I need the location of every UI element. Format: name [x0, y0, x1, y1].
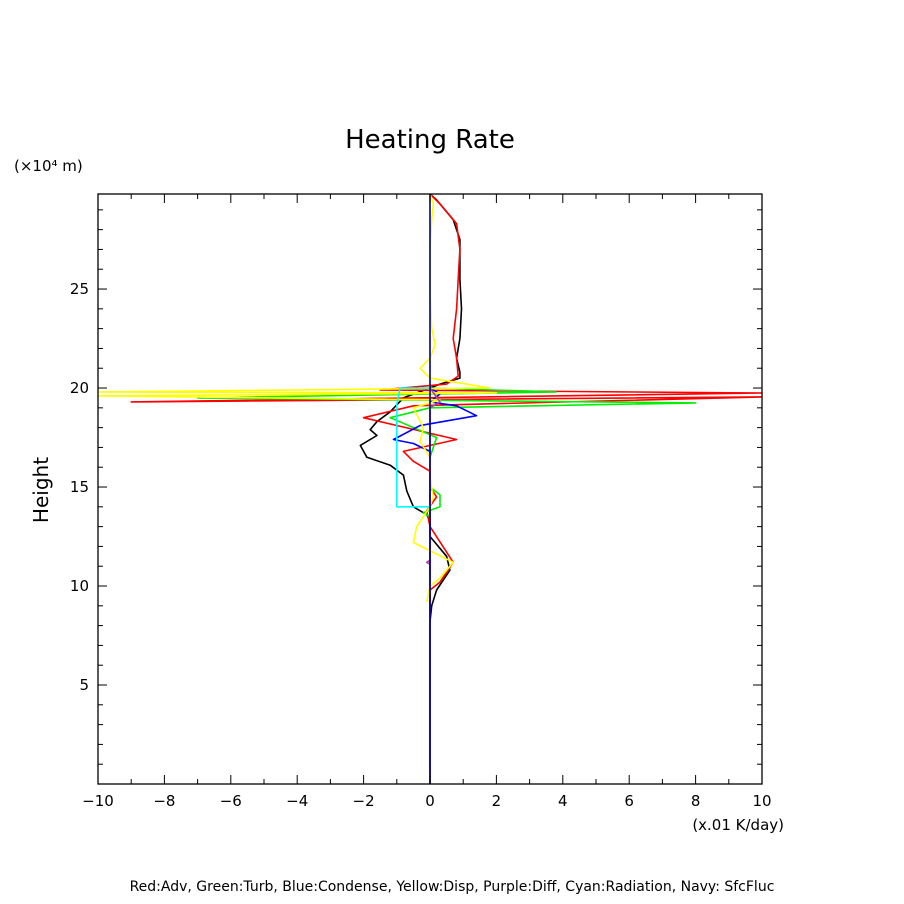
y-unit-label: (×10⁴ m): [14, 157, 83, 175]
y-tick-label: 15: [70, 478, 89, 496]
y-tick-label: 25: [70, 280, 89, 298]
series-line-4: [97, 193, 498, 603]
y-tick-label: 5: [79, 676, 89, 694]
series-line-3: [392, 387, 478, 784]
x-unit-label: (x.01 K/day): [692, 816, 784, 834]
y-axis-label: Height: [29, 457, 53, 523]
series-layer: [97, 193, 763, 784]
series-line-2: [196, 387, 697, 518]
chart-title: Heating Rate: [345, 125, 515, 155]
x-tick-label: 8: [691, 792, 701, 810]
axes-layer: −10 −8 −6 −4 −2 0 2 4 6 8 10 5 10 15 20 25: [70, 193, 772, 810]
series-line-6: [395, 387, 430, 508]
x-tick-label: −6: [220, 792, 242, 810]
legend-text: Red:Adv, Green:Turb, Blue:Condense, Yell…: [130, 879, 775, 895]
x-tick-label: 6: [624, 792, 634, 810]
x-tick-label: 4: [558, 792, 568, 810]
x-tick-label: 2: [492, 792, 502, 810]
x-tick-label: 0: [425, 792, 435, 810]
y-tick-label: 20: [70, 379, 89, 397]
x-tick-label: −4: [286, 792, 308, 810]
y-tick-label: 10: [70, 577, 89, 595]
x-tick-label: −10: [82, 792, 114, 810]
x-tick-label: −8: [153, 792, 175, 810]
x-tick-label: 10: [752, 792, 771, 810]
x-tick-label: −2: [353, 792, 375, 810]
